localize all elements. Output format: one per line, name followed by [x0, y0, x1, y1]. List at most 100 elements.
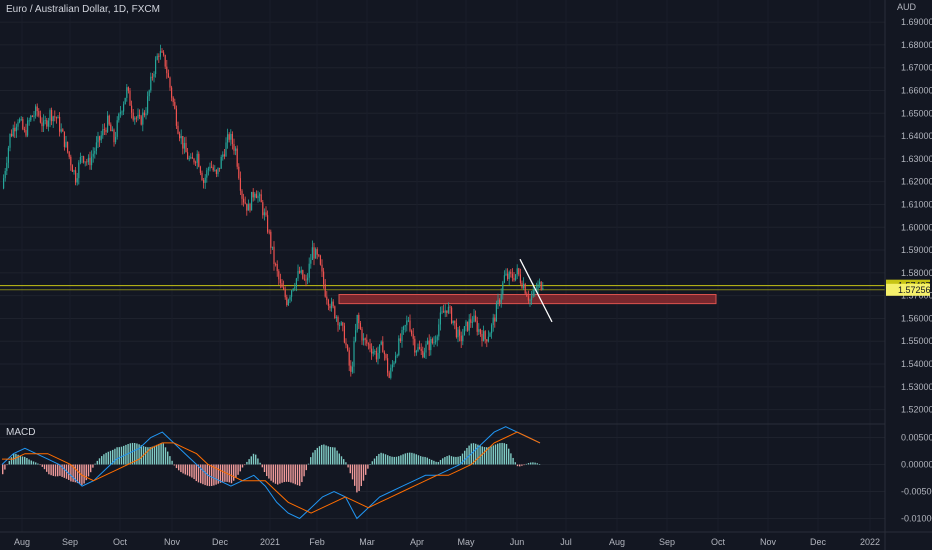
macd-histogram-bar	[94, 463, 96, 465]
macd-histogram-bar	[255, 454, 257, 465]
macd-histogram-bar	[505, 444, 508, 465]
candle-body	[412, 334, 414, 339]
candle-body	[523, 283, 525, 288]
macd-histogram-bar	[6, 464, 8, 466]
candle-body	[473, 315, 475, 322]
candle-body	[321, 264, 323, 272]
macd-histogram-bar	[307, 463, 310, 465]
candle-body	[43, 120, 45, 127]
candle-body	[103, 129, 105, 131]
macd-histogram-bar	[413, 453, 415, 465]
candle-body	[118, 113, 120, 121]
macd-histogram-bar	[26, 457, 28, 465]
candle-body	[326, 296, 328, 301]
symbol-title: Euro / Australian Dollar, 1D, FXCM	[6, 4, 160, 15]
candle-body	[398, 338, 400, 356]
candle-body	[470, 319, 472, 323]
candle-body	[291, 290, 293, 297]
resistance-zone[interactable]	[338, 294, 717, 305]
candle-body	[436, 336, 438, 341]
candle-body	[302, 270, 304, 279]
candle-body	[372, 351, 374, 354]
macd-histogram-bar	[424, 456, 426, 465]
candle-body	[145, 113, 147, 116]
candle-body	[283, 287, 285, 290]
candle-body	[407, 320, 409, 322]
macd-histogram-bar	[246, 461, 248, 465]
price-badge-label: 1.57256	[898, 285, 931, 295]
macd-histogram-bar	[499, 443, 501, 465]
macd-pane[interactable]	[1, 426, 541, 520]
candle-body	[281, 283, 283, 288]
price-tick-label: 1.60000	[901, 222, 932, 232]
trendline[interactable]	[519, 258, 553, 323]
macd-histogram-bar	[455, 456, 457, 465]
candle-body	[297, 271, 299, 279]
candle-body	[422, 350, 424, 358]
time-tick-label: Aug	[14, 537, 30, 547]
candle-body	[483, 331, 485, 342]
candle-body	[177, 125, 179, 134]
macd-histogram-bar	[24, 456, 26, 465]
candle-body	[406, 320, 408, 326]
candle-body	[196, 153, 198, 163]
price-tick-label: 1.62000	[901, 177, 932, 187]
candle-body	[163, 52, 165, 55]
candle-body	[417, 347, 419, 351]
macd-histogram-bar	[189, 464, 191, 477]
time-tick-label: Nov	[760, 537, 777, 547]
macd-histogram-bar	[345, 462, 347, 465]
macd-scale[interactable]: 0.00500 0.00000 -0.00500 -0.01000	[901, 433, 932, 524]
candle-body	[339, 324, 341, 326]
candle-body	[102, 129, 104, 136]
macd-histogram-bar	[136, 443, 138, 465]
candle-body	[303, 278, 305, 280]
candle-body	[110, 124, 112, 132]
candle-body	[231, 133, 233, 145]
candle-body	[211, 166, 213, 168]
macd-histogram-bar	[464, 450, 466, 465]
candle-body	[126, 87, 128, 98]
time-scale[interactable]: Aug Sep Oct Nov Dec 2021 Feb Mar Apr May Jun Jul Aug…	[14, 537, 880, 547]
candle-body	[222, 154, 224, 157]
macd-histogram-bar	[534, 462, 536, 465]
candle-body	[265, 212, 267, 216]
candle-body	[443, 311, 445, 313]
macd-histogram-bar	[409, 452, 411, 465]
candle-body	[183, 142, 185, 149]
macd-histogram-bar	[195, 464, 197, 482]
macd-histogram-bar	[28, 459, 30, 465]
price-pane[interactable]	[0, 44, 885, 380]
macd-histogram-bar	[107, 451, 109, 465]
candle-body	[199, 166, 201, 173]
candle-body	[255, 193, 257, 199]
candle-body	[198, 153, 200, 167]
candle-body	[17, 122, 19, 127]
macd-histogram-bar	[118, 447, 120, 465]
macd-tick-label: 0.00500	[901, 433, 932, 443]
macd-histogram-bar	[184, 464, 186, 475]
macd-histogram-bar	[105, 452, 107, 465]
candle-body	[497, 299, 499, 304]
macd-histogram-bar	[461, 453, 464, 465]
candle-body	[55, 117, 57, 119]
macd-histogram-bar	[200, 464, 202, 484]
price-badge	[886, 283, 930, 296]
time-tick-label: Sep	[62, 537, 78, 547]
candle-body	[167, 73, 169, 78]
macd-histogram-bar	[171, 460, 173, 465]
candle-body	[75, 170, 77, 183]
candle-body	[419, 347, 421, 349]
macd-histogram-bar	[362, 464, 365, 481]
candle-body	[350, 365, 352, 372]
macd-histogram-bar	[257, 458, 259, 465]
candle-body	[374, 350, 376, 352]
macd-histogram-bar	[197, 464, 200, 483]
candle-body	[371, 348, 373, 354]
macd-histogram-bar	[519, 464, 521, 467]
candle-body	[475, 315, 477, 321]
time-tick-label: Mar	[359, 537, 375, 547]
macd-histogram-bar	[41, 464, 43, 467]
macd-histogram-bar	[488, 446, 490, 465]
